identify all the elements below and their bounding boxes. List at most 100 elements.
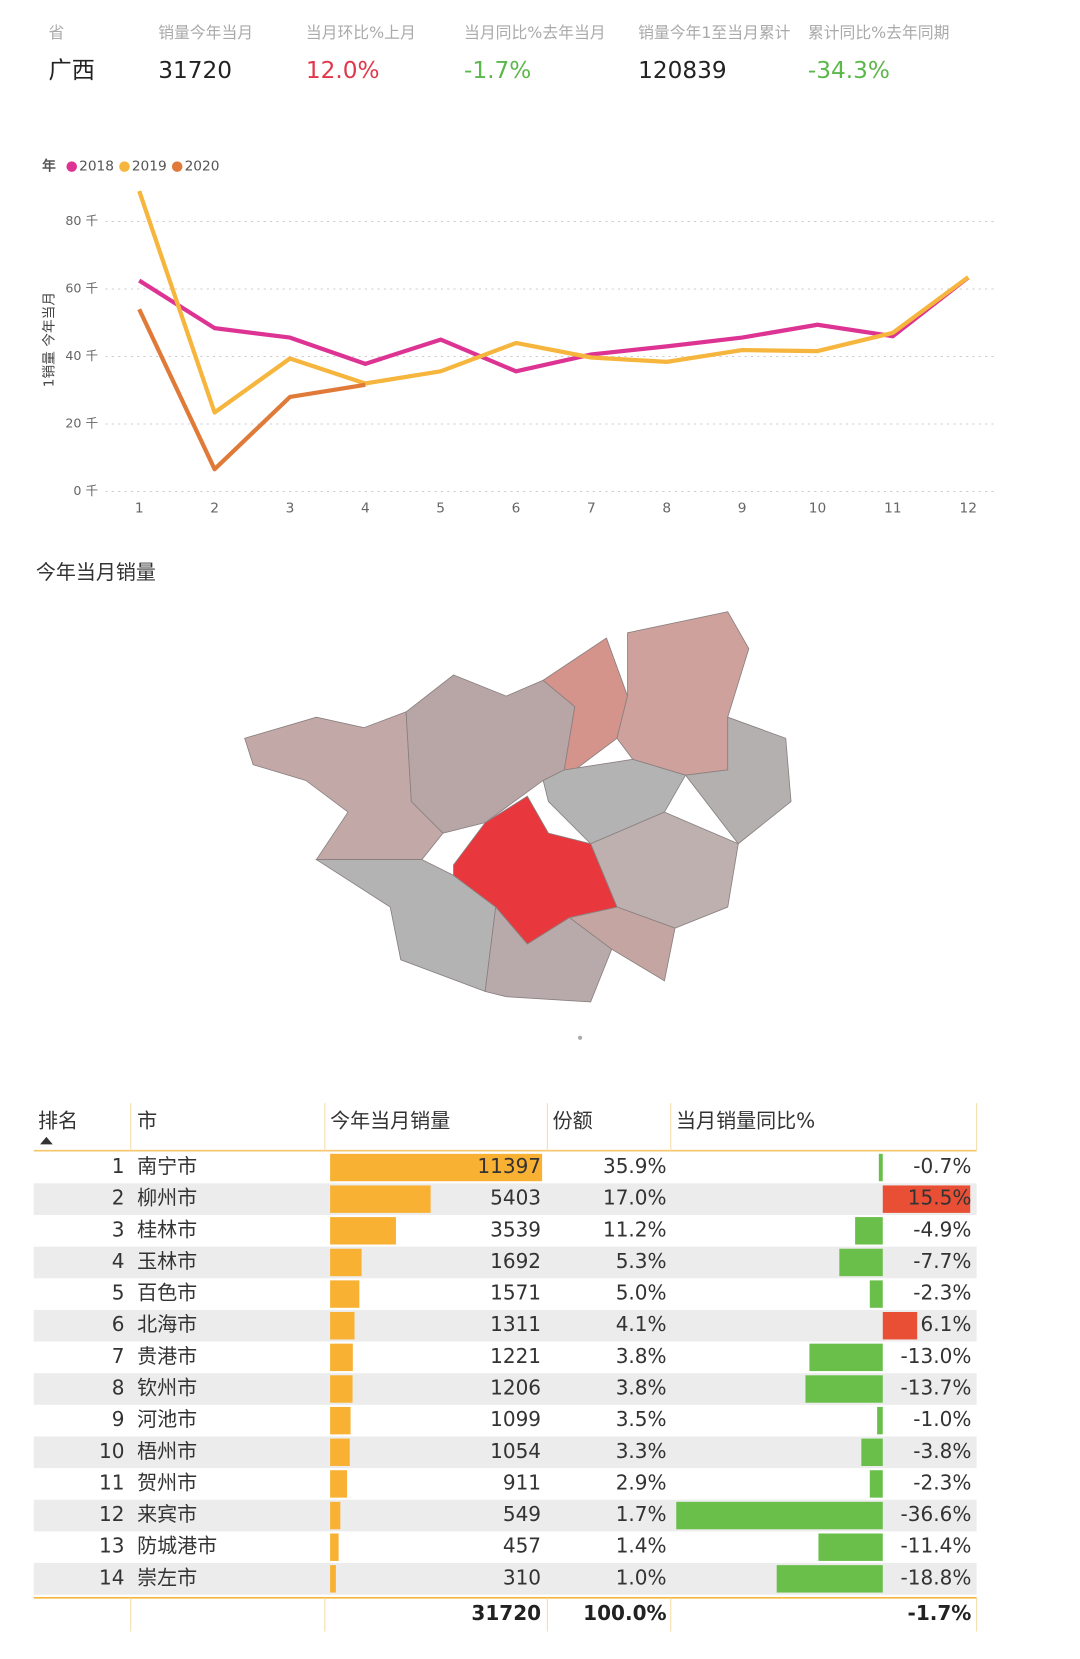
yoy-bar (818, 1533, 883, 1561)
column-header: 今年当月销量 (330, 1109, 450, 1133)
row-background (33, 1309, 977, 1342)
yoy: -2.3% (913, 1281, 971, 1305)
kpi-header: 销量今年当月 (158, 23, 253, 42)
map (244, 611, 792, 1040)
kpi-header: 当月同比%去年当月 (464, 23, 606, 42)
kpi-value: -34.3% (808, 57, 890, 84)
sales-bar (330, 1312, 355, 1340)
rank: 2 (112, 1186, 125, 1210)
share: 5.0% (616, 1281, 667, 1305)
share: 4.1% (616, 1312, 667, 1336)
share: 3.8% (616, 1344, 667, 1368)
rank: 1 (112, 1154, 125, 1178)
yoy-bar (878, 1153, 883, 1182)
rank: 11 (99, 1470, 124, 1494)
city: 玉林市 (137, 1249, 197, 1273)
rank: 5 (112, 1281, 125, 1305)
city: 柳州市 (137, 1186, 197, 1210)
city: 南宁市 (137, 1154, 197, 1178)
share: 5.3% (616, 1249, 667, 1273)
sales: 310 (503, 1565, 541, 1589)
city: 桂林市 (137, 1217, 197, 1241)
yoy: -13.0% (901, 1344, 972, 1368)
legend-label: 2019 (132, 159, 167, 175)
sales-bar (330, 1406, 351, 1435)
sales-bar (330, 1375, 353, 1403)
yoy: -13.7% (901, 1376, 972, 1400)
legend-marker (119, 161, 130, 172)
share: 11.2% (603, 1217, 667, 1241)
map-region (244, 711, 444, 860)
yoy-bar (882, 1185, 971, 1213)
y-tick-label: 20 千 (65, 415, 98, 430)
legend-title: 年 (42, 158, 56, 175)
kpi-value: 广西 (49, 57, 95, 84)
kpi-header: 当月环比%上月 (306, 23, 416, 42)
row-background (33, 1436, 977, 1469)
legend-label: 2020 (185, 159, 220, 175)
y-axis-label: 1销量 今年当月 (42, 292, 58, 387)
y-tick-label: 60 千 (65, 280, 98, 295)
yoy: -0.7% (913, 1154, 971, 1178)
city: 河池市 (137, 1407, 197, 1431)
kpi-value: 31720 (158, 57, 232, 84)
sales: 1311 (490, 1312, 541, 1336)
map-region (405, 674, 576, 834)
sales-bar (330, 1501, 341, 1530)
yoy: -36.6% (901, 1502, 972, 1526)
sales: 1221 (490, 1344, 541, 1368)
sales-bar (330, 1185, 431, 1213)
total-yoy: -1.7% (908, 1601, 972, 1625)
yoy: -2.3% (913, 1470, 971, 1494)
row-background (33, 1246, 977, 1279)
x-tick-label: 5 (436, 500, 445, 516)
share: 3.5% (616, 1407, 667, 1431)
sales-bar (330, 1565, 336, 1593)
yoy: -11.4% (901, 1534, 972, 1558)
yoy: 15.5% (908, 1186, 972, 1210)
sales-bar (330, 1533, 339, 1561)
kpi-value: -1.7% (464, 57, 531, 84)
series-line (137, 308, 366, 472)
x-tick-label: 7 (587, 500, 596, 516)
x-tick-label: 2 (210, 500, 219, 516)
x-tick-label: 9 (738, 500, 747, 516)
sales-bar (330, 1280, 360, 1308)
yoy: -1.0% (913, 1407, 971, 1431)
city: 崇左市 (137, 1565, 197, 1589)
yoy: 6.1% (921, 1312, 972, 1336)
share: 1.7% (616, 1502, 667, 1526)
total-share: 100.0% (583, 1601, 666, 1625)
yoy-bar (805, 1375, 883, 1403)
legend-marker (66, 161, 77, 172)
rank: 7 (112, 1344, 125, 1368)
total-sales: 31720 (471, 1601, 541, 1625)
share: 17.0% (603, 1186, 667, 1210)
sales: 1099 (490, 1407, 541, 1431)
kpi-value: 12.0% (306, 57, 380, 84)
kpi-header: 省 (49, 23, 65, 42)
x-tick-label: 3 (286, 500, 295, 516)
x-tick-label: 10 (809, 500, 826, 516)
legend-marker (171, 161, 183, 172)
sales-bar (330, 1248, 362, 1277)
city: 钦州市 (137, 1376, 197, 1400)
sales: 457 (503, 1534, 541, 1558)
yoy: -18.8% (901, 1565, 972, 1589)
yoy: -7.7% (913, 1249, 971, 1273)
column-header: 份额 (553, 1109, 593, 1133)
share: 1.0% (616, 1565, 667, 1589)
city: 北海市 (137, 1312, 197, 1336)
sales: 3539 (490, 1217, 541, 1241)
yoy-bar (877, 1406, 883, 1435)
yoy: -4.9% (913, 1217, 971, 1241)
yoy-bar (776, 1565, 883, 1593)
city: 梧州市 (137, 1439, 197, 1463)
share: 35.9% (603, 1154, 667, 1178)
sales-bar (330, 1470, 348, 1498)
x-tick-label: 4 (361, 500, 370, 516)
sales: 1054 (490, 1439, 541, 1463)
yoy-bar (869, 1280, 883, 1308)
sales-bar (330, 1438, 350, 1466)
